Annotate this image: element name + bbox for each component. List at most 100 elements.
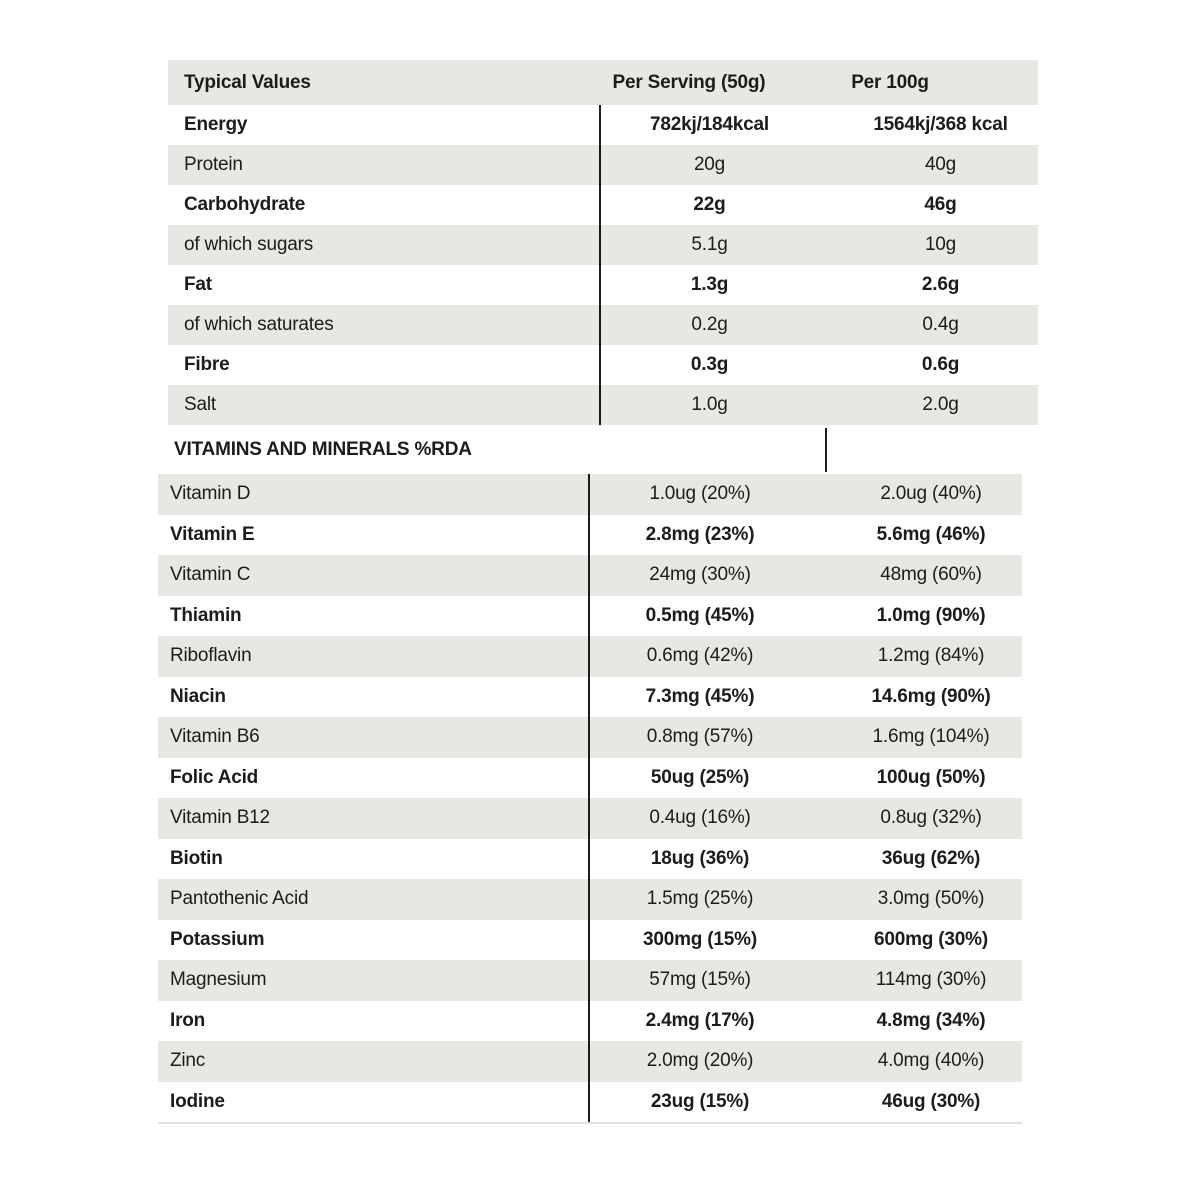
row-label: Carbohydrate xyxy=(184,194,306,215)
row-per-100g-value: 5.6mg (46%) xyxy=(876,523,986,545)
typical-values-table: Typical Values Per Serving (50g) Per 100… xyxy=(168,60,1038,425)
row-label: Riboflavin xyxy=(170,645,252,667)
row-per-100g-value: 40g xyxy=(924,154,957,175)
row-label: Biotin xyxy=(170,847,223,869)
row-per-100g-value: 1.2mg (84%) xyxy=(877,645,985,667)
table-row: Potassium 300mg (15%) 600mg (30%) xyxy=(158,920,1022,961)
row-per-100g-value: 48mg (60%) xyxy=(880,564,982,586)
row-label: Vitamin C xyxy=(170,564,251,586)
row-per-serving-value: 0.5mg (45%) xyxy=(645,604,755,626)
row-per-serving-value: 22g xyxy=(693,194,726,215)
row-label: Vitamin B6 xyxy=(170,726,260,748)
typical-values-rows: Energy 782kj/184kcal 1564kj/368 kcal Pro… xyxy=(168,105,1038,425)
row-label: Vitamin D xyxy=(170,483,251,505)
row-per-serving-value: 2.8mg (23%) xyxy=(645,523,755,545)
row-per-100g-value: 14.6mg (90%) xyxy=(871,685,991,707)
vitamins-section-header: VITAMINS AND MINERALS %RDA xyxy=(158,425,1022,474)
row-label: Fibre xyxy=(184,354,230,375)
header-typical-values: Typical Values xyxy=(184,71,311,93)
row-per-100g-value: 100ug (50%) xyxy=(876,766,986,788)
row-label: Iodine xyxy=(170,1090,225,1112)
table-row: Vitamin B12 0.4ug (16%) 0.8ug (32%) xyxy=(158,798,1022,839)
table-row: of which sugars 5.1g 10g xyxy=(168,225,1038,265)
row-label: Iron xyxy=(170,1009,206,1031)
row-per-serving-value: 0.8mg (57%) xyxy=(646,726,754,748)
row-per-serving-value: 23ug (15%) xyxy=(650,1090,750,1112)
row-per-100g-value: 4.8mg (34%) xyxy=(876,1009,986,1031)
row-per-100g-value: 1564kj/368 kcal xyxy=(873,114,1008,135)
row-label: of which sugars xyxy=(184,234,314,255)
row-per-serving-value: 0.2g xyxy=(691,314,728,335)
row-per-serving-value: 1.3g xyxy=(690,274,729,295)
table-row: Pantothenic Acid 1.5mg (25%) 3.0mg (50%) xyxy=(158,879,1022,920)
row-per-serving-value: 0.3g xyxy=(690,354,729,375)
row-label: Pantothenic Acid xyxy=(170,888,309,910)
row-per-100g-value: 10g xyxy=(924,234,957,255)
table-row: Thiamin 0.5mg (45%) 1.0mg (90%) xyxy=(158,596,1022,637)
table-row: Carbohydrate 22g 46g xyxy=(168,185,1038,225)
row-label: Fat xyxy=(184,274,212,295)
row-label: Niacin xyxy=(170,685,226,707)
table-row: Energy 782kj/184kcal 1564kj/368 kcal xyxy=(168,105,1038,145)
table-row: Magnesium 57mg (15%) 114mg (30%) xyxy=(158,960,1022,1001)
row-label: Potassium xyxy=(170,928,265,950)
vitamins-minerals-rows: Vitamin D 1.0ug (20%) 2.0ug (40%) Vitami… xyxy=(158,474,1022,1122)
table-row: Vitamin B6 0.8mg (57%) 1.6mg (104%) xyxy=(158,717,1022,758)
section-divider-line xyxy=(825,428,827,472)
row-label: of which saturates xyxy=(184,314,334,335)
vitamins-minerals-table: Vitamin D 1.0ug (20%) 2.0ug (40%) Vitami… xyxy=(158,474,1022,1124)
row-per-100g-value: 0.8ug (32%) xyxy=(880,807,982,829)
row-per-100g-value: 2.0g xyxy=(922,394,959,415)
table-row: Folic Acid 50ug (25%) 100ug (50%) xyxy=(158,758,1022,799)
table-row: Iodine 23ug (15%) 46ug (30%) xyxy=(158,1082,1022,1123)
row-per-serving-value: 0.4ug (16%) xyxy=(649,807,751,829)
row-per-serving-value: 24mg (30%) xyxy=(649,564,751,586)
row-per-100g-value: 0.4g xyxy=(922,314,959,335)
row-per-100g-value: 2.6g xyxy=(921,274,960,295)
row-per-100g-value: 600mg (30%) xyxy=(874,928,988,950)
row-per-serving-value: 57mg (15%) xyxy=(649,969,751,991)
row-per-serving-value: 5.1g xyxy=(691,234,728,255)
header-per-100g: Per 100g xyxy=(851,71,929,93)
row-label: Energy xyxy=(184,114,248,135)
row-per-100g-value: 0.6g xyxy=(921,354,960,375)
row-per-serving-value: 20g xyxy=(693,154,726,175)
vitamins-section-title: VITAMINS AND MINERALS %RDA xyxy=(174,438,472,460)
row-label: Vitamin E xyxy=(170,523,255,545)
row-per-100g-value: 4.0mg (40%) xyxy=(877,1050,985,1072)
column-divider-line xyxy=(599,105,601,425)
row-per-serving-value: 7.3mg (45%) xyxy=(645,685,755,707)
row-per-serving-value: 50ug (25%) xyxy=(650,766,750,788)
row-label: Protein xyxy=(184,154,243,175)
row-per-serving-value: 782kj/184kcal xyxy=(650,114,769,135)
row-label: Folic Acid xyxy=(170,766,259,788)
column-divider-line xyxy=(588,474,590,1122)
table-header-row: Typical Values Per Serving (50g) Per 100… xyxy=(168,60,1038,105)
row-per-100g-value: 36ug (62%) xyxy=(881,847,981,869)
row-per-100g-value: 46ug (30%) xyxy=(881,1090,981,1112)
table-row: Vitamin D 1.0ug (20%) 2.0ug (40%) xyxy=(158,474,1022,515)
row-per-serving-value: 2.4mg (17%) xyxy=(645,1009,755,1031)
table-row: Zinc 2.0mg (20%) 4.0mg (40%) xyxy=(158,1041,1022,1082)
header-per-serving: Per Serving (50g) xyxy=(612,71,766,93)
table-row: Vitamin C 24mg (30%) 48mg (60%) xyxy=(158,555,1022,596)
table-row: Salt 1.0g 2.0g xyxy=(168,385,1038,425)
row-per-serving-value: 300mg (15%) xyxy=(643,928,757,950)
table-row: of which saturates 0.2g 0.4g xyxy=(168,305,1038,345)
row-label: Thiamin xyxy=(170,604,242,626)
row-label: Magnesium xyxy=(170,969,267,991)
table-row: Niacin 7.3mg (45%) 14.6mg (90%) xyxy=(158,677,1022,718)
row-per-100g-value: 114mg (30%) xyxy=(875,969,987,991)
row-per-serving-value: 18ug (36%) xyxy=(650,847,750,869)
row-per-100g-value: 3.0mg (50%) xyxy=(877,888,985,910)
table-row: Iron 2.4mg (17%) 4.8mg (34%) xyxy=(158,1001,1022,1042)
row-per-100g-value: 46g xyxy=(924,194,957,215)
table-row: Protein 20g 40g xyxy=(168,145,1038,185)
row-label: Vitamin B12 xyxy=(170,807,270,829)
table-row: Riboflavin 0.6mg (42%) 1.2mg (84%) xyxy=(158,636,1022,677)
table-row: Biotin 18ug (36%) 36ug (62%) xyxy=(158,839,1022,880)
row-per-serving-value: 1.0ug (20%) xyxy=(649,483,751,505)
row-per-100g-value: 1.0mg (90%) xyxy=(876,604,986,626)
table-row: Vitamin E 2.8mg (23%) 5.6mg (46%) xyxy=(158,515,1022,556)
row-per-serving-value: 1.0g xyxy=(691,394,728,415)
